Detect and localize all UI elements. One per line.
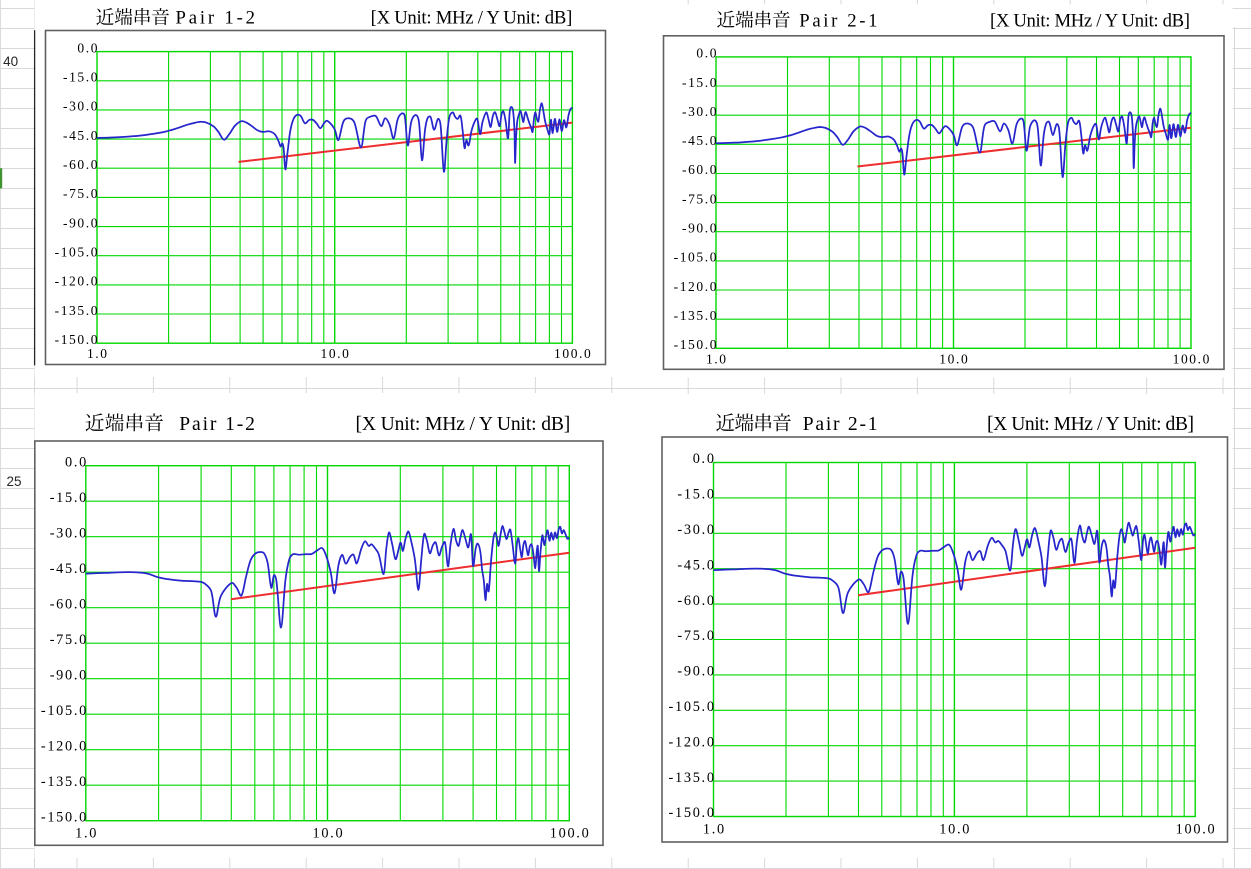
svg-text:-150.0: -150.0 xyxy=(41,810,88,826)
svg-text:1.0: 1.0 xyxy=(703,822,726,838)
svg-text:0.0: 0.0 xyxy=(77,40,99,55)
svg-text:-45.0: -45.0 xyxy=(50,561,88,577)
svg-text:100.0: 100.0 xyxy=(550,826,591,842)
svg-text:-75.0: -75.0 xyxy=(63,186,99,201)
svg-text:25: 25 xyxy=(6,474,21,489)
svg-text:-45.0: -45.0 xyxy=(682,133,718,148)
svg-text:-150.0: -150.0 xyxy=(674,337,718,352)
svg-text:100.0: 100.0 xyxy=(1176,822,1217,838)
svg-text:-135.0: -135.0 xyxy=(674,308,718,323)
svg-text:0.0: 0.0 xyxy=(696,46,718,61)
svg-text:0.0: 0.0 xyxy=(65,454,88,470)
svg-text:-90.0: -90.0 xyxy=(63,215,99,230)
svg-text:-60.0: -60.0 xyxy=(50,597,88,613)
svg-text:-90.0: -90.0 xyxy=(677,664,715,680)
svg-text:[X Unit: MHz / Y Unit: dB]: [X Unit: MHz / Y Unit: dB] xyxy=(371,8,573,29)
svg-text:1.0: 1.0 xyxy=(75,826,98,842)
svg-text:-120.0: -120.0 xyxy=(669,735,716,751)
svg-text:-45.0: -45.0 xyxy=(677,558,715,574)
svg-text:-120.0: -120.0 xyxy=(674,279,718,294)
svg-text:-120.0: -120.0 xyxy=(55,274,99,289)
svg-text:1.0: 1.0 xyxy=(87,346,109,361)
svg-text:-45.0: -45.0 xyxy=(63,128,99,143)
svg-text:1.0: 1.0 xyxy=(706,351,728,366)
svg-text:-135.0: -135.0 xyxy=(41,774,88,790)
svg-text:-75.0: -75.0 xyxy=(50,632,88,648)
svg-text:-105.0: -105.0 xyxy=(674,250,718,265)
svg-text:-30.0: -30.0 xyxy=(63,99,99,114)
svg-text:-90.0: -90.0 xyxy=(682,221,718,236)
svg-text:-135.0: -135.0 xyxy=(55,303,99,318)
svg-text:-105.0: -105.0 xyxy=(41,703,88,719)
svg-text:-150.0: -150.0 xyxy=(669,805,716,821)
svg-text:-135.0: -135.0 xyxy=(669,770,716,786)
svg-text:-75.0: -75.0 xyxy=(677,628,715,644)
svg-text:10.0: 10.0 xyxy=(320,346,350,361)
svg-text:-105.0: -105.0 xyxy=(55,245,99,260)
svg-text:-30.0: -30.0 xyxy=(682,104,718,119)
svg-text:-30.0: -30.0 xyxy=(50,526,88,542)
svg-text:-60.0: -60.0 xyxy=(63,157,99,172)
svg-text:-150.0: -150.0 xyxy=(55,332,99,347)
svg-text:100.0: 100.0 xyxy=(1173,351,1211,366)
svg-text:-15.0: -15.0 xyxy=(682,75,718,90)
svg-text:-90.0: -90.0 xyxy=(50,668,88,684)
svg-text:-120.0: -120.0 xyxy=(41,739,88,755)
svg-text:-15.0: -15.0 xyxy=(50,490,88,506)
svg-text:-15.0: -15.0 xyxy=(677,487,715,503)
svg-text:-60.0: -60.0 xyxy=(682,162,718,177)
svg-text:-15.0: -15.0 xyxy=(63,70,99,85)
svg-text:[X Unit: MHz / Y Unit: dB]: [X Unit: MHz / Y Unit: dB] xyxy=(987,414,1194,435)
svg-text:10.0: 10.0 xyxy=(939,351,969,366)
svg-text:[X Unit: MHz / Y Unit: dB]: [X Unit: MHz / Y Unit: dB] xyxy=(990,10,1190,31)
svg-text:[X Unit: MHz / Y Unit: dB]: [X Unit: MHz / Y Unit: dB] xyxy=(356,414,571,435)
svg-text:10.0: 10.0 xyxy=(939,822,971,838)
svg-text:-60.0: -60.0 xyxy=(677,593,715,609)
svg-text:10.0: 10.0 xyxy=(312,826,344,842)
svg-text:-30.0: -30.0 xyxy=(677,522,715,538)
svg-text:40: 40 xyxy=(3,54,18,69)
svg-text:-75.0: -75.0 xyxy=(682,191,718,206)
svg-text:-105.0: -105.0 xyxy=(669,699,716,715)
svg-text:100.0: 100.0 xyxy=(554,346,592,361)
svg-text:0.0: 0.0 xyxy=(693,451,716,467)
